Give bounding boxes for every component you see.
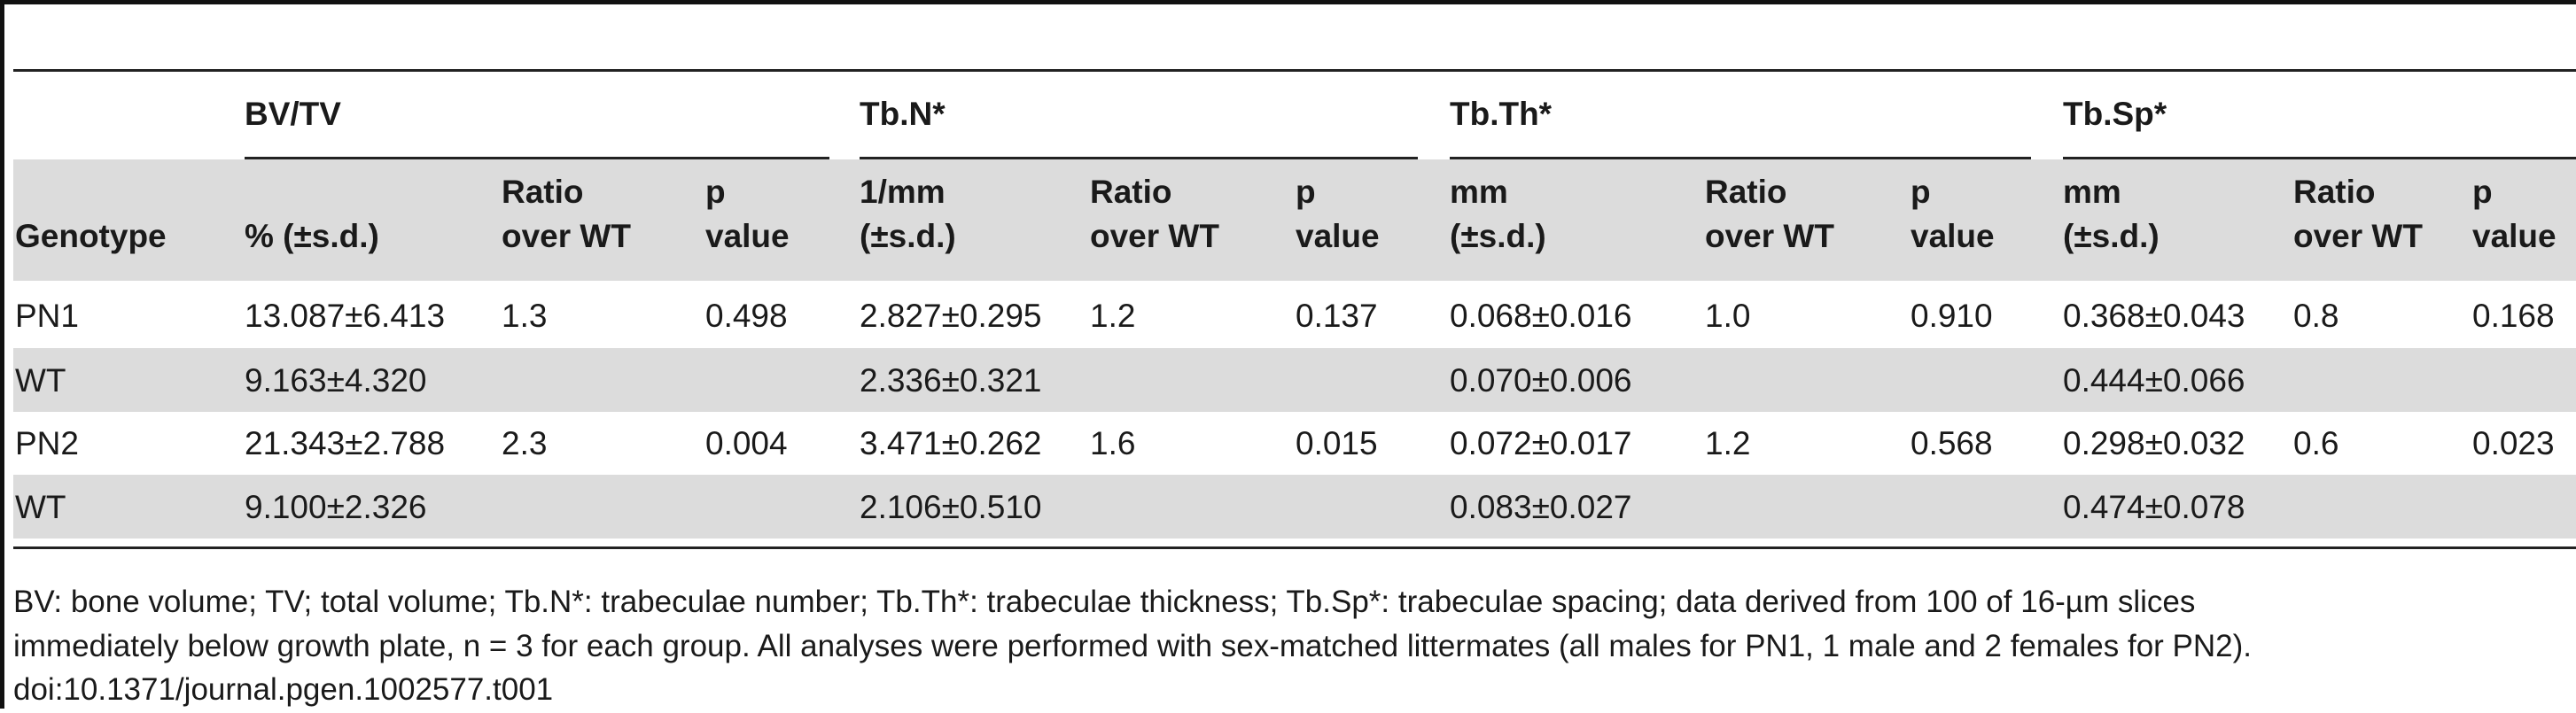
column-header-tbth-value-line2: (±s.d.): [1450, 218, 1546, 254]
column-header-bvtv-value: % (±s.d.): [245, 218, 379, 254]
table-cell-tbn: 2.106±0.510: [860, 489, 1042, 525]
table-cell-bvtv-ratio: 1.3: [502, 298, 548, 334]
table-cell-genotype: PN2: [15, 425, 79, 461]
group-header-tbsp: Tb.Sp*: [2063, 96, 2167, 132]
table-cell-bvtv-p: 0.498: [705, 298, 788, 334]
table-row-band: [13, 348, 2576, 412]
table-cell-tbth: 0.070±0.006: [1450, 362, 1632, 399]
table-cell-tbth-p: 0.568: [1911, 425, 1993, 461]
column-header-bvtv-p-line1: p: [705, 174, 726, 210]
group-underline-tbsp: [2063, 157, 2576, 159]
column-header-tbth-value-line1: mm: [1450, 174, 1508, 210]
table-cell-tbn-p: 0.137: [1296, 298, 1378, 334]
column-header-tbn-p-line1: p: [1296, 174, 1316, 210]
table-cell-bvtv-ratio: 2.3: [502, 425, 548, 461]
table-cell-tbsp: 0.368±0.043: [2063, 298, 2245, 334]
column-header-tbsp-ratio-line1: Ratio: [2293, 174, 2376, 210]
table-cell-tbn: 3.471±0.262: [860, 425, 1042, 461]
table-cell-genotype: PN1: [15, 298, 79, 334]
column-header-tbn-value-line2: (±s.d.): [860, 218, 956, 254]
column-header-tbn-value-line1: 1/mm: [860, 174, 946, 210]
column-header-tbsp-ratio-line2: over WT: [2293, 218, 2423, 254]
column-header-bvtv-p-line2: value: [705, 218, 790, 254]
group-underline-tbn: [860, 157, 1418, 159]
column-header-tbsp-p-line2: value: [2472, 218, 2557, 254]
column-header-tbth-p-line1: p: [1911, 174, 1931, 210]
column-header-tbn-ratio-line1: Ratio: [1090, 174, 1172, 210]
table-cell-bvtv: 21.343±2.788: [245, 425, 446, 461]
table-row-band: [13, 475, 2576, 539]
column-header-genotype: Genotype: [15, 218, 167, 254]
table-cell-tbsp-ratio: 0.6: [2293, 425, 2339, 461]
group-underline-tbth: [1450, 157, 2031, 159]
group-underline-bvtv: [245, 157, 829, 159]
table-cell-tbth: 0.068±0.016: [1450, 298, 1632, 334]
table-cell-tbsp-ratio: 0.8: [2293, 298, 2339, 334]
table-cell-tbn-ratio: 1.2: [1090, 298, 1136, 334]
footnote-doi: doi:10.1371/journal.pgen.1002577.t001: [13, 672, 554, 707]
table-cell-tbth-ratio: 1.0: [1705, 298, 1751, 334]
group-header-tbn: Tb.N*: [860, 96, 946, 132]
table-cell-tbn: 2.336±0.321: [860, 362, 1042, 399]
table-cell-tbsp-p: 0.168: [2472, 298, 2555, 334]
table-top-rule: [13, 69, 2576, 72]
column-header-bvtv-ratio-line2: over WT: [502, 218, 631, 254]
table-cell-tbn-p: 0.015: [1296, 425, 1378, 461]
column-header-band: [13, 159, 2576, 281]
table-cell-tbn: 2.827±0.295: [860, 298, 1042, 334]
column-header-bvtv-ratio-line1: Ratio: [502, 174, 584, 210]
table-cell-bvtv-p: 0.004: [705, 425, 788, 461]
table-cell-tbsp: 0.444±0.066: [2063, 362, 2245, 399]
column-header-tbth-ratio-line1: Ratio: [1705, 174, 1787, 210]
group-header-bvtv: BV/TV: [245, 96, 341, 132]
table-cell-tbsp-p: 0.023: [2472, 425, 2555, 461]
column-header-tbsp-value-line1: mm: [2063, 174, 2121, 210]
table-cell-tbsp: 0.298±0.032: [2063, 425, 2245, 461]
column-header-tbn-p-line2: value: [1296, 218, 1380, 254]
table-cell-tbth: 0.072±0.017: [1450, 425, 1632, 461]
column-header-tbsp-p-line1: p: [2472, 174, 2493, 210]
table-cell-tbn-ratio: 1.6: [1090, 425, 1136, 461]
group-header-tbth: Tb.Th*: [1450, 96, 1553, 132]
table-cell-bvtv: 9.100±2.326: [245, 489, 427, 525]
table-cell-bvtv: 9.163±4.320: [245, 362, 427, 399]
table-cell-tbsp: 0.474±0.078: [2063, 489, 2245, 525]
column-header-tbn-ratio-line2: over WT: [1090, 218, 1219, 254]
left-border: [0, 0, 4, 709]
footnote-line-1: BV: bone volume; TV; total volume; Tb.N*…: [13, 585, 2196, 619]
table-cell-tbth: 0.083±0.027: [1450, 489, 1632, 525]
table-cell-genotype: WT: [15, 489, 66, 525]
top-border: [0, 0, 2576, 4]
table-cell-tbth-p: 0.910: [1911, 298, 1993, 334]
table-cell-bvtv: 13.087±6.413: [245, 298, 446, 334]
column-header-tbsp-value-line2: (±s.d.): [2063, 218, 2160, 254]
table-cell-genotype: WT: [15, 362, 66, 399]
table-bottom-rule: [13, 546, 2576, 549]
column-header-tbth-p-line2: value: [1911, 218, 1995, 254]
column-header-tbth-ratio-line2: over WT: [1705, 218, 1834, 254]
footnote-line-2: immediately below growth plate, n = 3 fo…: [13, 629, 2252, 663]
table-cell-tbth-ratio: 1.2: [1705, 425, 1751, 461]
